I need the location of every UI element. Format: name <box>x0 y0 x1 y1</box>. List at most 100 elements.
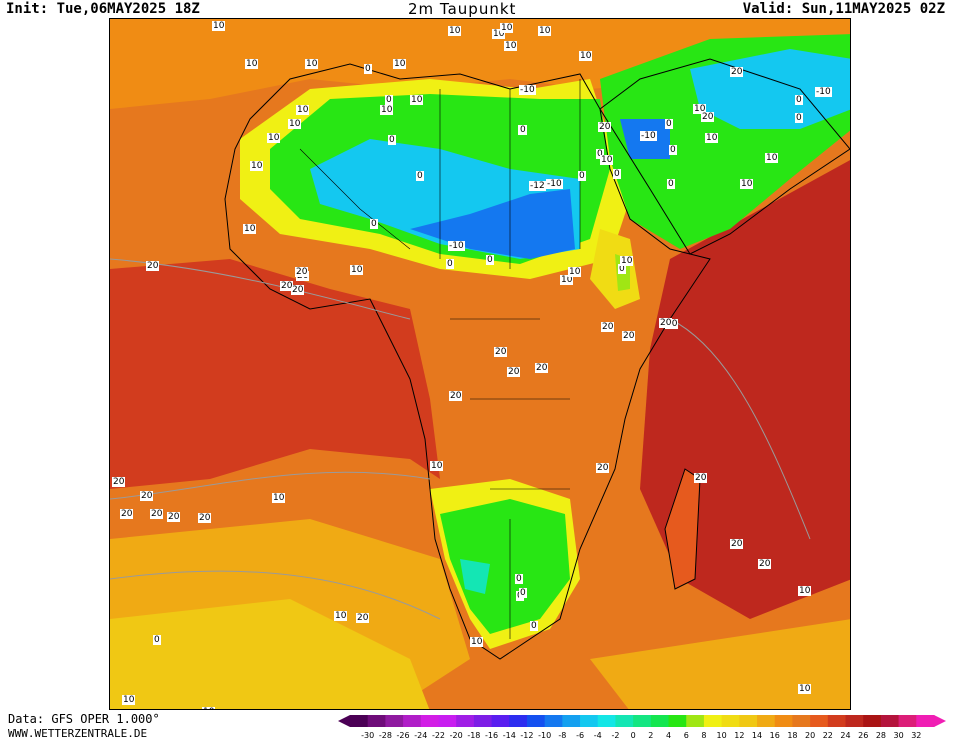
legend-tick-label: -6 <box>576 731 584 740</box>
legend-tick-label: -18 <box>467 731 480 740</box>
legend-tick-label: -26 <box>397 731 410 740</box>
contour-label: 20 <box>295 267 309 277</box>
legend-swatch <box>526 715 546 727</box>
legend-swatch <box>438 715 457 727</box>
contour-label: 10 <box>600 155 614 165</box>
legend-tick-label: 18 <box>787 731 797 740</box>
south-africa-green-field <box>440 499 570 634</box>
southern-ocean-field <box>590 619 850 709</box>
contour-label: 20 <box>598 122 612 132</box>
contour-label: 10 <box>740 179 754 189</box>
contour-label: 10 <box>250 161 264 171</box>
contour-label: 20 <box>730 67 744 77</box>
contour-label: 10 <box>538 26 552 36</box>
contour-label: -10 <box>519 85 536 95</box>
contour-label: 0 <box>416 171 424 181</box>
arabia-coastline <box>599 58 850 255</box>
contour-label: -10 <box>448 241 465 251</box>
contour-label: 10 <box>568 267 582 277</box>
contour-label: 10 <box>705 133 719 143</box>
contour-label: 20 <box>449 391 463 401</box>
legend-swatch <box>880 715 900 727</box>
madagascar-field <box>665 469 700 589</box>
contour-label: 0 <box>530 621 538 631</box>
contour-label: 20 <box>535 363 549 373</box>
contour-label: 0 <box>446 259 454 269</box>
legend-swatch <box>650 715 670 727</box>
legend-swatch <box>739 715 758 727</box>
legend-swatch <box>845 715 864 727</box>
legend-tick-label: 2 <box>648 731 653 740</box>
legend-tick-label: 10 <box>717 731 727 740</box>
contour-label: 10 <box>288 119 302 129</box>
legend-swatch <box>367 715 386 727</box>
contour-label: 10 <box>296 105 310 115</box>
contour-label: 0 <box>370 219 378 229</box>
africa-coastline <box>224 63 711 660</box>
contour-label: 10 <box>448 26 462 36</box>
contour-label: 10 <box>305 59 319 69</box>
contour-label: 20 <box>622 331 636 341</box>
contour-label: 0 <box>519 588 527 598</box>
contour-label: 10 <box>334 611 348 621</box>
north-field <box>110 19 850 109</box>
legend-swatch <box>668 715 687 727</box>
legend-swatch <box>792 715 811 727</box>
legend-swatch <box>721 715 740 727</box>
contour-label: -10 <box>640 131 657 141</box>
atlantic-moist-field <box>110 259 440 489</box>
legend-tick-label: 12 <box>734 731 744 740</box>
legend-swatch <box>580 715 599 727</box>
kalahari-cyan-field <box>460 559 490 594</box>
legend-tick-label: -2 <box>611 731 619 740</box>
contour-label: 0 <box>578 171 586 181</box>
contour-label: 10 <box>212 21 226 31</box>
legend-tick-label: 22 <box>823 731 833 740</box>
legend-tick-label: -8 <box>558 731 566 740</box>
contour-label: 10 <box>393 59 407 69</box>
legend-swatch <box>686 715 705 727</box>
contour-label: 0 <box>669 145 677 155</box>
init-time-label: Init: Tue,06MAY2025 18Z <box>6 1 200 17</box>
country-borders <box>299 79 581 639</box>
legend-tick-label: -22 <box>432 731 445 740</box>
legend-tick-label: 8 <box>701 731 706 740</box>
legend-tick-label: -20 <box>450 731 463 740</box>
contour-label: 10 <box>470 637 484 647</box>
legend-swatch <box>385 715 404 727</box>
contour-label: 10 <box>380 105 394 115</box>
contour-label: 0 <box>667 179 675 189</box>
contour-label: 10 <box>693 104 707 114</box>
contour-label: 20 <box>494 347 508 357</box>
dewpoint-map: 10 10 10 10 10 10 10 10 10 10 10 10 0 0 10 10 0 0 0 10 10 10 0… <box>109 18 851 710</box>
legend-arrow-right <box>934 715 946 727</box>
contour-label: 0 <box>364 64 372 74</box>
contour-label: 10 <box>500 23 514 33</box>
legend-tick-label: -4 <box>594 731 602 740</box>
contour-label: 20 <box>659 318 673 328</box>
legend-tick-label: 24 <box>840 731 850 740</box>
legend-tick-label: -10 <box>538 731 551 740</box>
legend-swatch <box>473 715 493 727</box>
legend-tick-label: 32 <box>911 731 921 740</box>
contour-label: 20 <box>601 322 615 332</box>
legend-tick-label: 0 <box>631 731 636 740</box>
contour-label: 20 <box>280 281 294 291</box>
legend-tick-label: 20 <box>805 731 815 740</box>
contour-label: 10 <box>504 41 518 51</box>
contour-label: 10 <box>620 256 634 266</box>
legend-arrow-left <box>338 715 350 727</box>
contour-label: 10 <box>202 707 216 709</box>
contour-label: 10 <box>350 265 364 275</box>
contour-label: 0 <box>388 135 396 145</box>
contour-label: 0 <box>795 113 803 123</box>
map-canvas <box>110 19 850 709</box>
color-scale-legend: -30 -28 -26 -24 -22 -20 -18 -16 -14 -12 -10 -8 -6 -4-… <box>338 715 946 740</box>
contour-label: 0 <box>153 635 161 645</box>
legend-swatch <box>509 715 528 727</box>
contour-label: 10 <box>765 153 779 163</box>
legend-swatch <box>757 715 776 727</box>
contour-label: 10 <box>267 133 281 143</box>
isolines <box>110 258 811 620</box>
website-label: WWW.WETTERZENTRALE.DE <box>8 727 148 740</box>
